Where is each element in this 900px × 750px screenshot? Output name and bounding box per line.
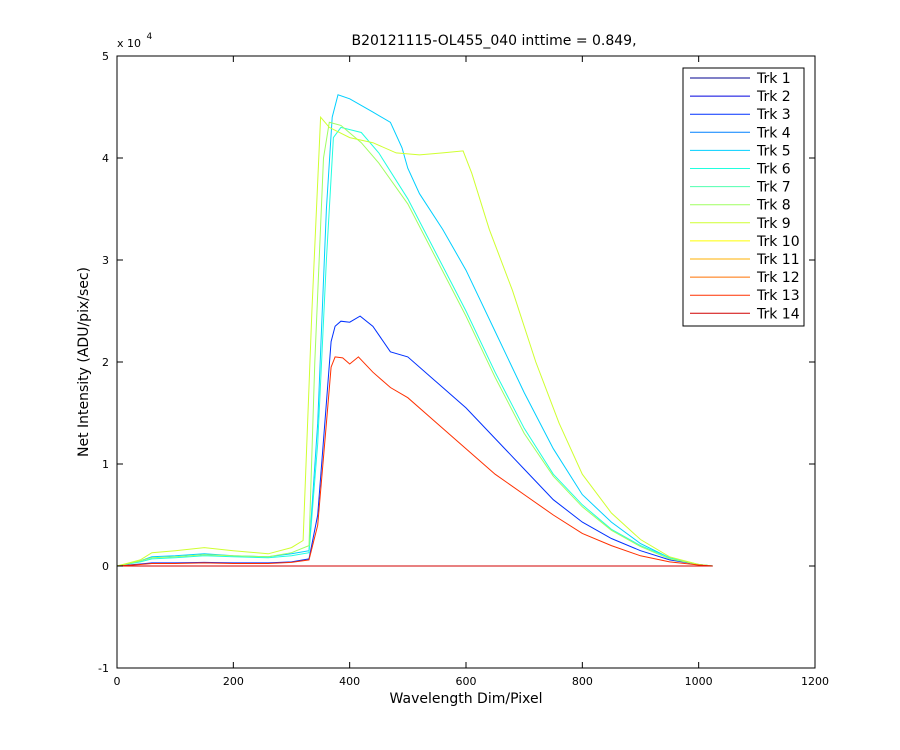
chart-title: B20121115-OL455_040 inttime = 0.849, bbox=[351, 33, 636, 49]
y-axis-label: Net Intensity (ADU/pix/sec) bbox=[76, 267, 92, 457]
legend-label: Trk 12 bbox=[756, 270, 800, 286]
x-tick-label: 1200 bbox=[801, 675, 829, 688]
legend: Trk 1 Trk 2 Trk 3 Trk 4 Trk 5 Trk 6 Trk 7 Trk 8… bbox=[682, 67, 805, 327]
x-tick-label: 800 bbox=[572, 675, 593, 688]
y-tick-label: 5 bbox=[102, 50, 109, 63]
legend-label: Trk 4 bbox=[756, 125, 791, 141]
y-axis-multiplier: x 10 4 bbox=[117, 32, 153, 50]
series-line-trk-13 bbox=[116, 356, 713, 567]
y-tick-label: 2 bbox=[102, 356, 109, 369]
y-axis-multiplier-base: x 10 bbox=[117, 37, 141, 50]
series-layer bbox=[116, 94, 713, 567]
x-tick-label: 400 bbox=[339, 675, 360, 688]
x-tick-label: 600 bbox=[456, 675, 477, 688]
x-tick-label: 200 bbox=[223, 675, 244, 688]
legend-label: Trk 7 bbox=[756, 180, 791, 196]
legend-label: Trk 2 bbox=[756, 89, 791, 105]
x-tick-label: 1000 bbox=[685, 675, 713, 688]
series-line-trk-8 bbox=[116, 121, 713, 567]
y-tick-label: -1 bbox=[98, 662, 109, 675]
y-tick-label: 1 bbox=[102, 458, 109, 471]
legend-label: Trk 11 bbox=[756, 252, 800, 268]
legend-items: Trk 1 Trk 2 Trk 3 Trk 4 Trk 5 Trk 6 Trk 7 Trk 8… bbox=[690, 71, 800, 322]
legend-label: Trk 13 bbox=[756, 288, 800, 304]
legend-box bbox=[682, 67, 805, 327]
y-tick-label: 0 bbox=[102, 560, 109, 573]
legend-label: Trk 6 bbox=[756, 162, 791, 178]
x-axis-label: Wavelength Dim/Pixel bbox=[390, 691, 543, 707]
legend-label: Trk 5 bbox=[756, 143, 791, 159]
y-tick-label: 4 bbox=[102, 152, 109, 165]
series-line-trk-3 bbox=[116, 315, 713, 567]
ticks-layer: 0 200 400 600 800 1000 1200 -1 0 1 2 3 4 5 bbox=[98, 50, 829, 688]
legend-label: Trk 1 bbox=[756, 71, 791, 87]
y-tick-label: 3 bbox=[102, 254, 109, 267]
legend-label: Trk 10 bbox=[756, 234, 800, 250]
x-tick-label: 0 bbox=[114, 675, 121, 688]
y-axis-multiplier-exponent: 4 bbox=[147, 32, 153, 42]
series-line-trk-9 bbox=[116, 115, 713, 567]
legend-label: Trk 8 bbox=[756, 198, 791, 214]
legend-label: Trk 14 bbox=[756, 306, 800, 322]
series-line-trk-6 bbox=[116, 126, 713, 567]
legend-label: Trk 9 bbox=[756, 216, 791, 232]
legend-label: Trk 3 bbox=[756, 107, 791, 123]
